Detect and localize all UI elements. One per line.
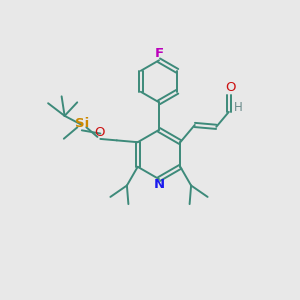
Text: Si: Si [75, 117, 89, 130]
Text: O: O [225, 81, 236, 94]
Text: N: N [153, 178, 165, 191]
Text: F: F [154, 47, 164, 60]
Text: O: O [94, 126, 105, 139]
Text: H: H [234, 101, 243, 114]
